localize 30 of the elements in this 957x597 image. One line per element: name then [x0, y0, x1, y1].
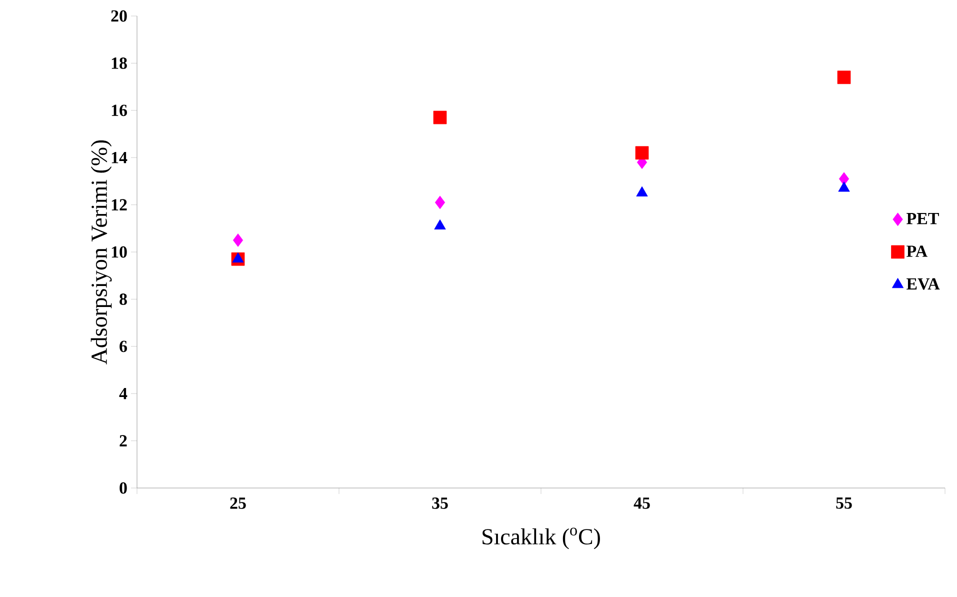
y-tick-label: 2 — [120, 435, 127, 446]
x-tick-label: 55 — [836, 498, 852, 509]
y-tick-label: 6 — [120, 340, 127, 352]
y-tick-label: 16 — [112, 104, 127, 116]
point — [636, 186, 648, 196]
point — [837, 70, 851, 84]
legend-label: PET — [906, 213, 939, 224]
point — [232, 234, 244, 247]
point — [838, 172, 850, 186]
y-tick-label: 0 — [120, 482, 127, 494]
point — [838, 182, 850, 192]
y-tick-label: 8 — [120, 293, 127, 305]
y-tick-label: 10 — [112, 246, 127, 258]
point — [635, 146, 649, 160]
point — [434, 196, 446, 210]
y-tick-label: 4 — [119, 388, 128, 400]
point — [434, 219, 446, 230]
x-tick-label: 25 — [230, 498, 246, 509]
x-tick-label: 35 — [432, 498, 448, 509]
y-tick-label: 20 — [111, 10, 127, 22]
x-tick-label: 45 — [634, 498, 650, 509]
point — [433, 110, 447, 124]
y-tick-label: 12 — [112, 199, 127, 210]
y-tick-label: 18 — [112, 57, 127, 69]
legend-label: PA — [906, 246, 928, 257]
point — [232, 252, 244, 263]
y-axis-title: Adsorpsiyon Verimi (%) — [90, 140, 112, 364]
x-axis-title: Sıcaklık ($^{o}$C) — [482, 528, 600, 550]
legend-label: EVA — [906, 278, 940, 290]
y-tick-label: 14 — [112, 152, 128, 164]
